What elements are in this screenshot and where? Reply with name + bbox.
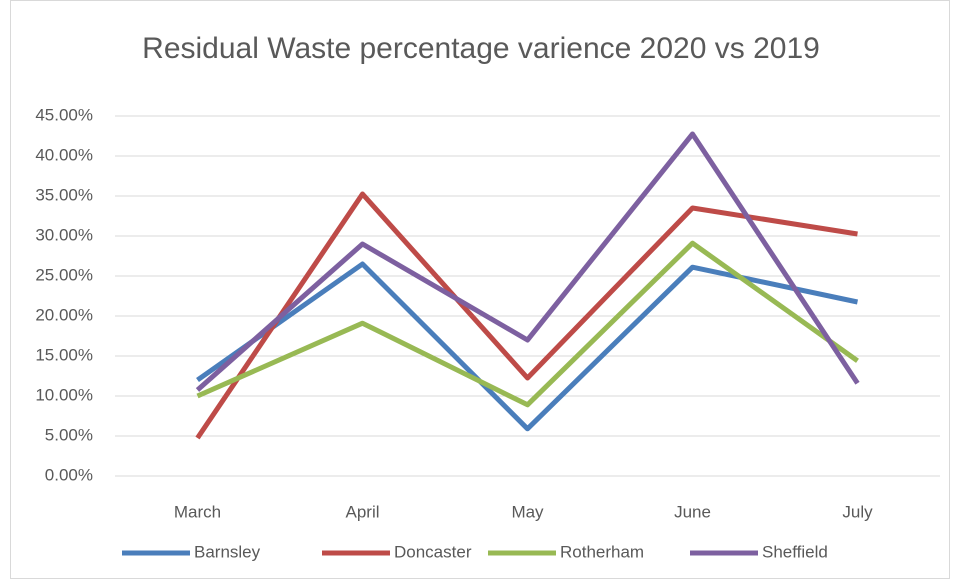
legend-label: Sheffield bbox=[762, 542, 828, 561]
y-tick-label: 5.00% bbox=[45, 425, 93, 444]
y-tick-label: 25.00% bbox=[35, 265, 93, 284]
y-tick-label: 20.00% bbox=[35, 305, 93, 324]
chart-title: Residual Waste percentage varience 2020 … bbox=[142, 32, 820, 65]
y-tick-label: 10.00% bbox=[35, 385, 93, 404]
legend-label: Doncaster bbox=[394, 542, 472, 561]
series-line bbox=[195, 131, 860, 392]
x-tick-label: June bbox=[674, 502, 711, 521]
x-tick-label: July bbox=[842, 502, 873, 521]
legend-label: Barnsley bbox=[194, 542, 261, 561]
x-tick-label: March bbox=[174, 502, 221, 521]
legend-label: Rotherham bbox=[560, 542, 644, 561]
series-line bbox=[196, 261, 859, 432]
x-tick-label: May bbox=[511, 502, 544, 521]
x-tick-label: April bbox=[345, 502, 379, 521]
series-line bbox=[196, 240, 859, 408]
y-tick-label: 45.00% bbox=[35, 105, 93, 124]
y-tick-label: 0.00% bbox=[45, 465, 93, 484]
y-tick-label: 15.00% bbox=[35, 345, 93, 364]
y-tick-label: 35.00% bbox=[35, 185, 93, 204]
y-tick-label: 40.00% bbox=[35, 145, 93, 164]
y-tick-label: 30.00% bbox=[35, 225, 93, 244]
